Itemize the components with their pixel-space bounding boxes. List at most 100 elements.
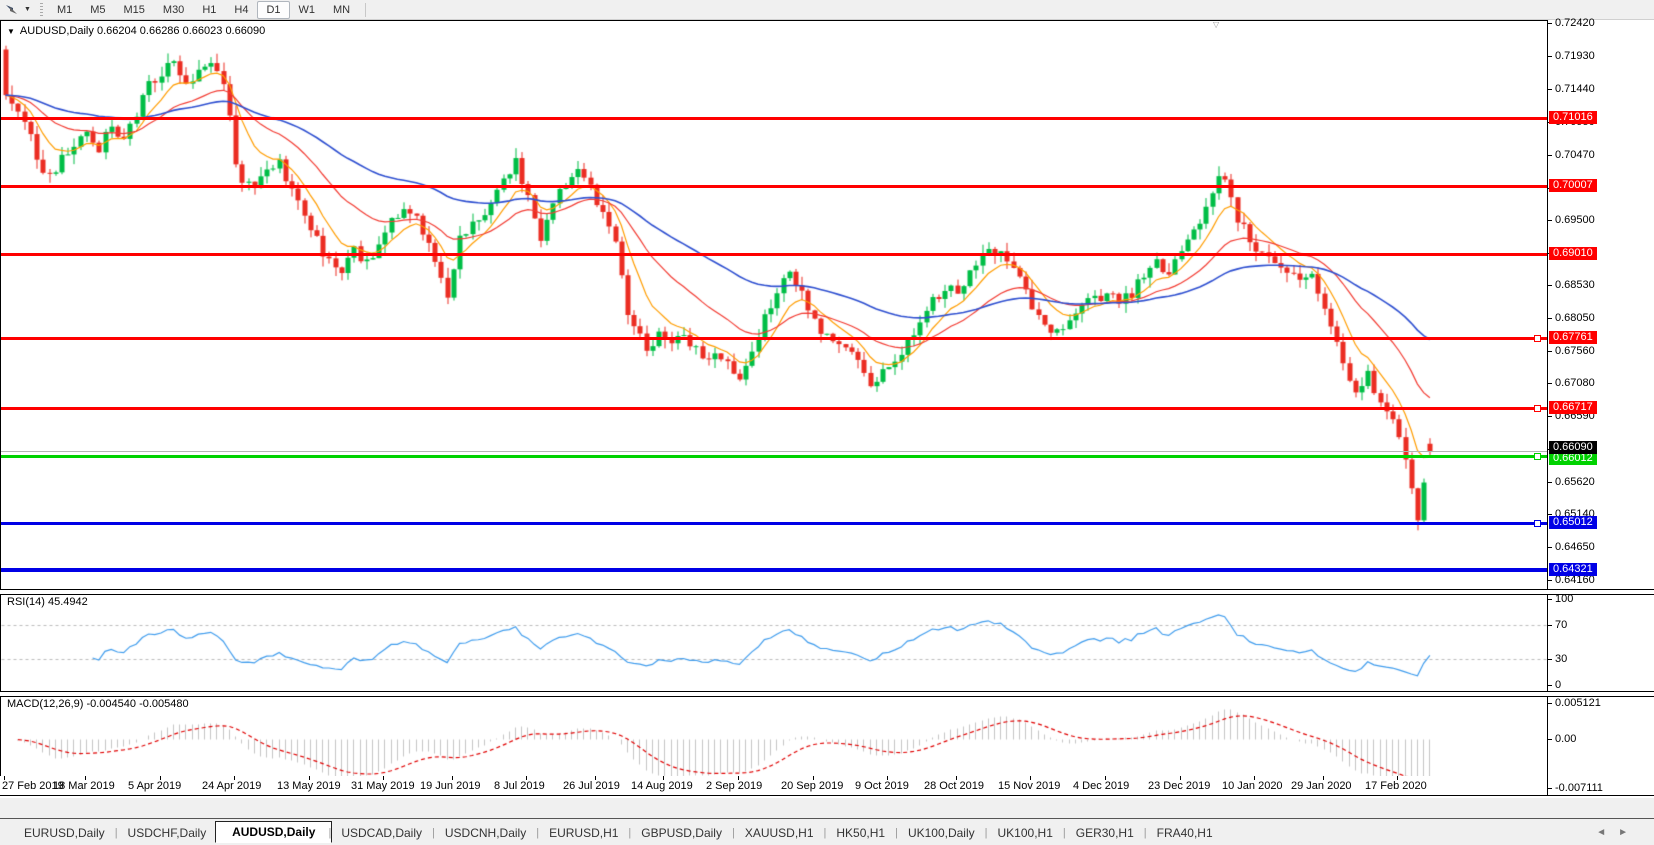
pane-splitter[interactable] [0, 589, 1654, 595]
price-tick-mark [1548, 285, 1552, 286]
rsi-pane: RSI(14) 45.4942 [0, 593, 1548, 691]
timeframe-button-m15[interactable]: M15 [123, 3, 145, 16]
tab-scroll-right-icon[interactable]: ► [1618, 827, 1640, 838]
timeframe-button-mn[interactable]: MN [333, 3, 351, 16]
tab-separator: | [823, 826, 827, 839]
horizontal-line-0.64321[interactable] [1, 568, 1547, 572]
macd-tick-mark [1548, 703, 1552, 704]
line-handle[interactable] [1534, 453, 1541, 460]
price-tick-mark [1548, 514, 1552, 515]
title-open: 0.66204 [96, 25, 137, 37]
price-pane: ▼ AUDUSD,Daily 0.66204 0.66286 0.66023 0.… [0, 20, 1548, 590]
title-high: 0.66286 [139, 25, 180, 37]
tab-usdcnh-daily[interactable]: USDCNH,Daily [444, 825, 527, 840]
date-tick-mark [1105, 776, 1106, 780]
horizontal-line-0.65012[interactable] [1, 520, 1547, 527]
horizontal-line-0.67761[interactable] [1, 335, 1547, 342]
date-tick-mark [1180, 776, 1181, 780]
date-label: 8 Jul 2019 [494, 780, 545, 792]
date-tick-mark [85, 776, 86, 780]
tab-hk50-h1[interactable]: HK50,H1 [836, 825, 886, 840]
tab-xauusd-h1[interactable]: XAUUSD,H1 [744, 825, 814, 840]
tab-usdchf-daily[interactable]: USDCHF,Daily [127, 825, 207, 840]
macd-scale-label: -0.007111 [1555, 782, 1603, 794]
timeframe-button-w1[interactable]: W1 [298, 3, 316, 16]
horizontal-line-0.66717[interactable] [1, 405, 1547, 412]
tab-usdcad-daily[interactable]: USDCAD,Daily [341, 825, 422, 840]
price-tick-label: 0.71930 [1555, 50, 1595, 62]
tab-eurusd-h1[interactable]: EURUSD,H1 [549, 825, 619, 840]
tab-separator: | [328, 826, 332, 839]
price-tick-label: 0.64160 [1555, 574, 1595, 586]
toolbar-grip[interactable] [39, 3, 43, 16]
date-tick-mark [887, 776, 888, 780]
chart-shift-marker-icon[interactable]: ▽ [1213, 20, 1220, 29]
timeframe-button-m5[interactable]: M5 [90, 3, 106, 16]
price-tick-label: 0.68530 [1555, 279, 1595, 291]
date-label: 31 May 2019 [351, 780, 415, 792]
macd-tick-mark [1548, 739, 1552, 740]
date-label: 5 Apr 2019 [128, 780, 182, 792]
current-price-label: 0.66090 [1549, 441, 1597, 454]
time-axis[interactable]: 27 Feb 2019 18 Mar 2019 5 Apr 2019 24 Apr 2… [0, 776, 1654, 798]
rsi-indicator-label: RSI(14) 45.4942 [7, 596, 88, 608]
timeframe-buttons: M1 M5 M15 M30 H1 H4 D1 W1 MN [48, 0, 359, 19]
date-label: 23 Dec 2019 [1148, 780, 1211, 792]
periods-dropdown-icon[interactable]: ▼ [24, 6, 31, 13]
tab-gbpusd-daily[interactable]: GBPUSD,Daily [641, 825, 722, 840]
line-handle[interactable] [1534, 520, 1541, 527]
horizontal-line-0.66012[interactable] [1, 453, 1547, 460]
price-tick-label: 0.67560 [1555, 345, 1595, 357]
date-label: 13 May 2019 [277, 780, 341, 792]
tab-uk100-daily[interactable]: UK100,Daily [907, 825, 975, 840]
chart-title: ▼ AUDUSD,Daily 0.66204 0.66286 0.66023 0.… [7, 25, 265, 37]
price-axis[interactable]: 0.724200.719300.714400.709500.704700.699… [1547, 17, 1654, 796]
timeframe-button-h4[interactable]: H4 [234, 3, 249, 16]
tab-scroll-arrows: ◄► [1596, 827, 1640, 838]
price-tick-mark [1548, 23, 1552, 24]
toolbar-separator [365, 2, 367, 17]
date-label: 14 Aug 2019 [631, 780, 693, 792]
line-handle[interactable] [1534, 335, 1541, 342]
timeframe-button-h1[interactable]: H1 [202, 3, 217, 16]
price-line-label: 0.67761 [1549, 331, 1597, 344]
tab-eurusd-daily[interactable]: EURUSD,Daily [24, 825, 105, 840]
timeframe-button-d1[interactable]: D1 [257, 0, 290, 19]
date-label: 28 Oct 2019 [924, 780, 984, 792]
timeframe-button-m1[interactable]: M1 [56, 3, 73, 16]
price-tick-mark [1548, 56, 1552, 57]
timeframe-toolbar: ▼ M1 M5 M15 M30 H1 H4 D1 W1 MN [0, 0, 1654, 20]
line-handle[interactable] [1534, 405, 1541, 412]
date-label: 2 Sep 2019 [706, 780, 763, 792]
timeframe-button-m30[interactable]: M30 [162, 3, 185, 16]
tab-separator: | [1143, 826, 1147, 839]
tab-separator: | [731, 826, 735, 839]
date-tick-mark [4, 776, 5, 780]
horizontal-line-0.71016[interactable] [1, 117, 1547, 120]
pane-splitter[interactable] [0, 691, 1654, 697]
rsi-canvas[interactable] [1, 593, 1547, 691]
horizontal-line-0.69010[interactable] [1, 253, 1547, 256]
price-tick-mark [1548, 220, 1552, 221]
horizontal-line-0.70007[interactable] [1, 185, 1547, 188]
tab-audusd-daily[interactable]: AUDUSD,Daily [215, 820, 333, 843]
rsi-tick-mark [1548, 659, 1552, 660]
tab-separator: | [895, 826, 898, 839]
tab-uk100-h1[interactable]: UK100,H1 [997, 825, 1053, 840]
macd-scale-label: 0.005121 [1555, 697, 1601, 709]
date-label: 18 Mar 2019 [53, 780, 115, 792]
date-label: 15 Nov 2019 [998, 780, 1061, 792]
tab-ger30-h1[interactable]: GER30,H1 [1075, 825, 1134, 840]
periods-icon[interactable] [3, 2, 23, 17]
date-label: 27 Feb 2019 [2, 780, 64, 792]
date-label: 26 Jul 2019 [563, 780, 620, 792]
date-tick-mark [663, 776, 664, 780]
date-label: 19 Jun 2019 [420, 780, 481, 792]
main-chart-canvas[interactable] [1, 21, 1547, 589]
price-tick-mark [1548, 383, 1552, 384]
tab-fra40-h1[interactable]: FRA40,H1 [1156, 825, 1213, 840]
price-line-label: 0.66012 [1549, 452, 1597, 465]
date-tick-mark [160, 776, 161, 780]
tab-scroll-left-icon[interactable]: ◄ [1596, 827, 1619, 838]
chart-tabs: EURUSD,Daily|USDCHF,Daily|AUDUSD,Daily|U… [10, 820, 1227, 843]
